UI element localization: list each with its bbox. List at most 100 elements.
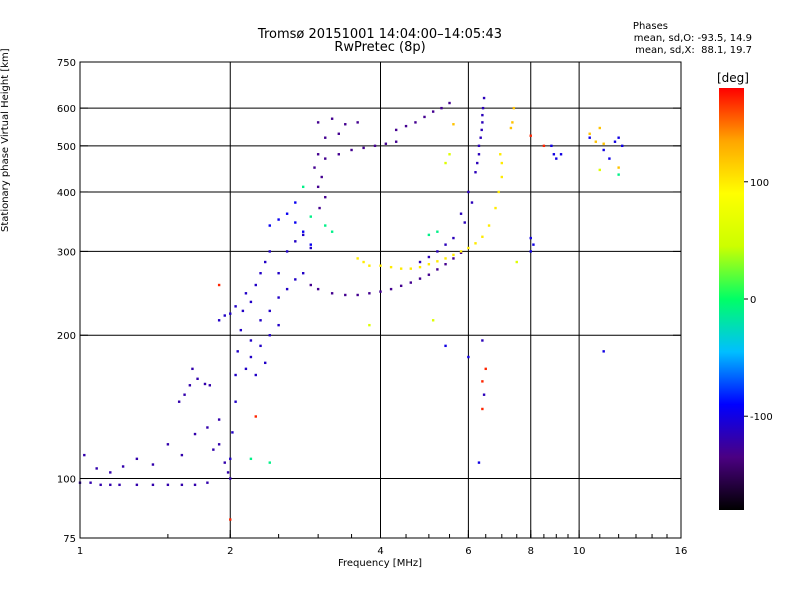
data-point (324, 157, 327, 160)
data-point (436, 250, 439, 253)
x-tick-label: 4 (377, 546, 383, 557)
x-tick-label: 8 (528, 546, 534, 557)
colorbar-unit: [deg] (717, 71, 749, 85)
data-point (617, 173, 620, 176)
data-point (337, 132, 341, 135)
data-point (452, 236, 455, 240)
data-point (313, 166, 316, 169)
data-point (217, 283, 221, 287)
data-point (476, 161, 479, 165)
data-point (404, 124, 408, 128)
data-point (423, 115, 426, 119)
data-point (500, 175, 504, 179)
data-point (512, 106, 516, 110)
data-point (277, 272, 280, 275)
data-point (285, 287, 289, 291)
data-point (431, 319, 435, 322)
data-point (477, 461, 481, 464)
data-point (99, 483, 102, 487)
y-tick-label: 500 (57, 142, 76, 153)
y-tick-label: 200 (57, 331, 76, 342)
data-point (244, 367, 248, 371)
data-point (481, 106, 485, 110)
data-point (254, 373, 257, 377)
colorbar-tick-label: 100 (750, 178, 769, 189)
data-point (193, 432, 197, 436)
x-tick-label: 10 (573, 546, 586, 557)
data-point (316, 153, 320, 156)
data-point (362, 146, 365, 150)
data-point (559, 153, 563, 156)
data-point (481, 113, 484, 117)
data-point (409, 267, 412, 270)
y-tick-label: 400 (57, 188, 76, 199)
data-point (294, 278, 297, 281)
data-point (324, 195, 327, 199)
data-point (264, 260, 267, 264)
data-point (285, 212, 289, 215)
data-point (379, 290, 382, 293)
data-point (552, 153, 556, 156)
x-tick-label: 16 (675, 546, 688, 557)
data-point (509, 126, 513, 130)
data-point (602, 142, 605, 145)
data-point (249, 300, 253, 304)
data-point (217, 443, 221, 446)
data-point (399, 267, 403, 270)
data-point (418, 277, 422, 280)
phases-label: Phases (632, 21, 668, 32)
data-point (301, 185, 305, 189)
data-point (239, 328, 243, 332)
data-point (467, 355, 470, 359)
data-point (249, 339, 253, 342)
data-point (452, 123, 455, 126)
data-point (356, 293, 359, 297)
data-point (602, 350, 605, 353)
data-point (444, 263, 447, 266)
data-point (121, 465, 125, 468)
data-point (444, 257, 447, 260)
data-point (309, 215, 312, 218)
data-point (379, 264, 382, 267)
data-point (448, 101, 451, 105)
data-point (241, 309, 245, 313)
data-point (427, 255, 431, 259)
data-point (608, 157, 611, 160)
data-point (479, 136, 482, 139)
data-point (259, 272, 262, 275)
data-point (436, 268, 439, 271)
data-point (212, 448, 215, 451)
data-point (234, 305, 237, 308)
data-point (598, 168, 601, 172)
data-point (452, 253, 455, 257)
x-axis-ticks: 1 2 4 6 8 10 16 (77, 530, 688, 557)
data-point (330, 292, 334, 295)
data-point (231, 431, 234, 434)
data-point (436, 260, 439, 263)
data-point (480, 128, 483, 132)
data-point (166, 443, 170, 446)
data-point (254, 415, 257, 418)
data-point (373, 144, 377, 148)
data-point (452, 257, 455, 260)
data-point (477, 153, 481, 156)
data-point (431, 110, 435, 113)
data-points (78, 96, 624, 521)
phase-stats-x: mean, sd,X: 88.1, 19.7 (635, 45, 752, 56)
data-point (151, 463, 155, 466)
data-point (229, 477, 232, 480)
data-point (316, 185, 320, 189)
data-point (203, 382, 207, 386)
data-point (588, 132, 591, 135)
data-point (234, 373, 237, 377)
data-point (193, 483, 197, 487)
data-point (481, 380, 484, 383)
phase-stats-o: mean, sd,O: -93.5, 14.9 (633, 33, 752, 44)
data-point (309, 283, 312, 287)
data-point (188, 384, 192, 387)
data-point (229, 457, 232, 461)
data-point (459, 251, 463, 255)
data-point (277, 218, 280, 221)
data-point (481, 235, 484, 238)
data-point (368, 292, 371, 295)
